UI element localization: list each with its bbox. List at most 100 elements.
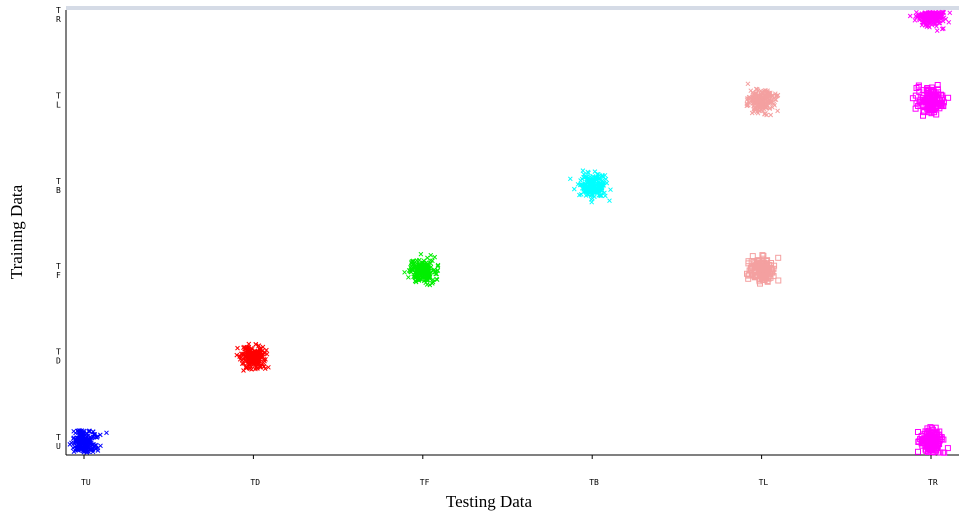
data-point: [744, 97, 750, 103]
data-point: [915, 82, 922, 89]
data-point: [907, 13, 913, 19]
data-point: [588, 192, 594, 198]
data-point: [421, 260, 426, 266]
data-point: [85, 433, 91, 439]
data-point: [93, 442, 99, 448]
data-point: [581, 172, 587, 177]
data-point: [758, 259, 764, 266]
data-point: [260, 348, 266, 353]
x-tick-label: TU: [81, 478, 91, 487]
data-point: [754, 100, 759, 106]
data-point: [247, 354, 252, 360]
data-point: [761, 271, 768, 277]
data-point: [426, 274, 432, 279]
data-point: [930, 11, 936, 17]
data-point: [90, 449, 96, 455]
data-point: [602, 172, 608, 178]
data-point: [923, 88, 930, 95]
data-point: [595, 174, 600, 180]
data-point: [927, 447, 934, 454]
y-axis-title: Training Data: [7, 184, 26, 279]
data-point: [920, 17, 925, 23]
data-point: [266, 364, 271, 370]
data-point: [774, 93, 780, 99]
data-point: [928, 440, 934, 447]
data-point: [242, 357, 248, 363]
data-point: [262, 366, 268, 372]
data-point: [90, 429, 96, 434]
data-point: [104, 430, 109, 436]
data-point: [767, 105, 773, 111]
data-point: [929, 106, 936, 112]
data-point: [926, 15, 932, 20]
data-point: [775, 254, 782, 261]
data-point: [602, 190, 607, 196]
data-point: [920, 103, 927, 109]
data-points: [67, 9, 953, 456]
data-point: [922, 23, 928, 28]
data-point: [71, 428, 77, 434]
data-point: [744, 101, 750, 107]
data-point: [582, 175, 588, 180]
data-point: [927, 424, 934, 431]
data-point: [434, 276, 439, 282]
data-point: [769, 95, 775, 101]
data-point: [254, 359, 260, 365]
data-point: [939, 102, 946, 109]
data-point: [935, 10, 941, 15]
data-point: [418, 277, 424, 282]
data-point: [247, 366, 253, 372]
data-point: [406, 274, 411, 280]
data-point: [915, 429, 921, 435]
data-point: [264, 351, 270, 357]
data-point: [421, 278, 427, 284]
x-axis-title: Testing Data: [446, 492, 533, 511]
data-point: [87, 447, 93, 452]
data-point: [590, 187, 596, 192]
data-point: [912, 17, 918, 23]
data-point: [244, 365, 250, 370]
data-point: [95, 445, 101, 451]
data-point: [75, 447, 81, 452]
data-point: [926, 10, 931, 15]
data-point: [243, 349, 248, 355]
data-point: [928, 425, 935, 432]
data-point: [258, 363, 263, 369]
data-point: [926, 109, 933, 116]
data-point: [97, 432, 103, 438]
data-point: [921, 430, 928, 437]
data-point: [944, 445, 951, 452]
data-point: [928, 19, 933, 25]
data-point: [597, 185, 602, 191]
data-point: [78, 437, 83, 443]
data-point: [745, 81, 751, 87]
data-point: [603, 176, 609, 182]
data-point: [567, 176, 573, 182]
data-point: [909, 95, 916, 102]
data-point: [751, 266, 758, 273]
data-point: [80, 436, 86, 442]
data-point: [745, 96, 750, 101]
data-point: [924, 95, 931, 102]
data-point: [762, 111, 767, 117]
data-point: [945, 94, 952, 101]
data-point: [402, 269, 407, 275]
data-point: [940, 436, 947, 443]
data-point: [435, 268, 440, 273]
data-point: [415, 267, 421, 273]
data-point: [763, 105, 769, 111]
data-point: [764, 94, 770, 100]
data-point: [571, 186, 577, 192]
x-tick-label: TF: [420, 478, 430, 487]
x-tick-label: TL: [759, 478, 769, 487]
data-point: [749, 110, 755, 116]
data-point: [581, 185, 587, 191]
data-point: [926, 441, 933, 448]
data-point: [596, 184, 602, 189]
data-point: [930, 88, 937, 95]
data-point: [418, 262, 423, 268]
